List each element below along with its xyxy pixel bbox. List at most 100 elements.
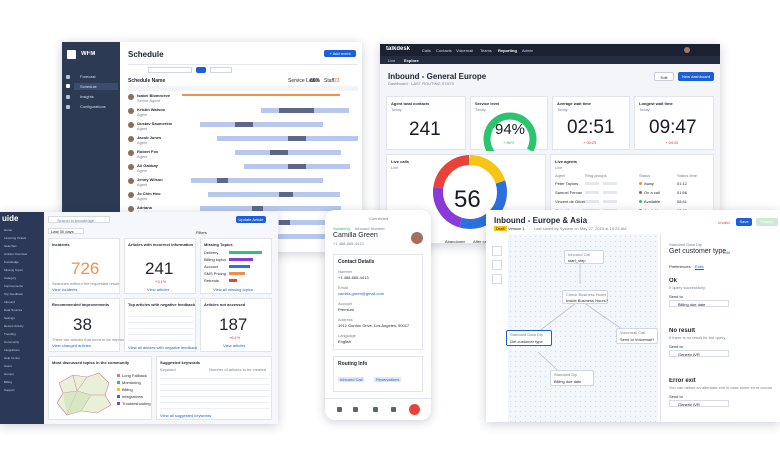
date-picker[interactable] [148,67,192,73]
agent-name: Jacob Jones [137,135,162,140]
guide-nav-item[interactable]: Category [4,276,17,280]
view-changed-articles-link[interactable]: View changed articles [52,343,91,348]
sub-nav: Live Explore [380,56,720,64]
guide-nav-item[interactable]: Recent Activity [4,324,24,328]
view-missing-topics-link[interactable]: View all missing topics [213,287,253,292]
guide-nav-item[interactable]: Searches [4,244,17,248]
topnav-reporting[interactable]: Reporting [498,48,517,53]
shift-bar[interactable] [217,178,228,183]
publish-button[interactable]: Publish [756,218,778,226]
edit-link[interactable]: Edit [723,250,730,255]
view-negative-feedback-link[interactable]: View all articles with negative feedback [128,345,198,350]
topnav-voicemail[interactable]: Voicemail [456,48,474,53]
shift-bar[interactable] [200,122,323,127]
keypad-icon[interactable] [353,407,358,412]
guide-nav-item[interactable]: Inbound [4,300,15,304]
tab-exits[interactable]: Exits [695,264,704,270]
guide-nav-item[interactable]: Top Feedback [4,292,23,296]
view-keywords-link[interactable]: View all suggested keywords [160,413,212,418]
guide-nav-item[interactable]: Improvements [4,284,24,288]
flow-node[interactable]: Voicemail Call Send to Voicemail? [616,328,658,344]
user-avatar[interactable] [684,47,690,53]
subnav-explore[interactable]: Explore [404,58,419,63]
shift-bar[interactable] [288,164,306,169]
shift-bar[interactable] [191,178,323,183]
guide-nav-item[interactable]: Integrations [4,348,20,352]
transfer-icon[interactable] [373,407,378,412]
shift-bar[interactable] [235,150,341,155]
zoom-out-icon[interactable] [492,274,502,284]
period-select[interactable]: Last 30 days [48,228,84,234]
guide-nav-item[interactable]: Help Center [4,356,21,360]
guide-nav-item[interactable]: Community [4,340,20,344]
shift-bar[interactable] [235,122,253,127]
agent-avatar [128,192,134,198]
shift-bar[interactable] [217,220,340,225]
subnav-live[interactable]: Live [388,58,396,63]
hangup-button[interactable] [409,404,420,415]
search-box[interactable]: Search in knowledge [48,216,110,223]
guide-nav-item[interactable]: Articles Overview [4,252,28,256]
nav-insights[interactable]: Insights [80,94,94,99]
shift-bar[interactable] [270,150,288,155]
shift-bar[interactable] [288,136,306,141]
search-input[interactable]: Search in knowledge [57,218,95,223]
view-not-accessed-link[interactable]: View articles [223,343,246,348]
version-select[interactable]: Version 1 [508,226,525,231]
filters-label[interactable]: Filters [196,230,207,235]
error-target-select[interactable]: Generic IVR [669,400,729,407]
shift-bar[interactable] [279,108,314,113]
page-title: Schedule [128,50,164,59]
zoom-in-icon[interactable] [492,246,502,256]
guide-nav-item[interactable]: Knowledge [4,260,19,264]
add-event-button[interactable]: + Add event [324,50,356,57]
view-articles-link[interactable]: View articles [147,287,170,292]
flow-node[interactable]: Check Business Hours Inside Business Hou… [562,290,608,304]
legend-swatch [117,374,120,377]
edit-button[interactable]: Edit [654,72,674,81]
guide-nav-item[interactable]: Groups [4,372,14,376]
view-select[interactable] [210,67,232,73]
guide-nav-item[interactable]: Support [4,388,15,392]
field-label: Language [338,333,356,338]
guide-nav-item[interactable]: Users [4,364,12,368]
shift-bar[interactable] [279,192,293,197]
topnav-calls[interactable]: Calls [422,48,431,53]
topnav-teams[interactable]: Teams [480,48,492,53]
hold-icon[interactable] [391,407,396,412]
guide-nav-item[interactable]: Settings [4,316,15,320]
guide-nav-item[interactable]: Home [4,228,13,232]
flow-node[interactable]: Inbound Call start_step [564,250,604,264]
guide-nav-item[interactable]: Missing Topics [4,268,24,272]
tab-preferences[interactable]: Preferences [669,264,691,269]
flow-node[interactable]: Standard Dip Billing due date [550,370,594,386]
topnav-contacts[interactable]: Contacts [436,48,452,53]
new-dashboard-button[interactable]: New dashboard [678,72,714,81]
shift-bar[interactable] [182,94,340,96]
field-value: Premium [338,307,355,312]
shift-bar[interactable] [217,136,358,141]
nav-forecast[interactable]: Forecast [80,74,96,79]
today-button[interactable] [196,67,206,73]
fit-view-icon[interactable] [492,260,502,270]
shift-bar[interactable] [200,206,341,211]
no-result-target-select[interactable]: Generic IVR [669,350,729,357]
field-label: Account [338,301,353,306]
ok-target-select[interactable]: Billing due date [669,300,729,307]
shift-bar[interactable] [208,192,340,197]
guide-nav-item[interactable]: Data Sources [4,308,23,312]
mute-icon[interactable] [337,407,342,412]
update-article-button[interactable]: Update Article [236,216,266,223]
shift-bar[interactable] [279,220,290,225]
flow-node-selected[interactable]: Standard Data Dip Get customer type [506,330,552,346]
guide-nav-item[interactable]: Incoming Tickets [4,236,27,240]
nav-configurations[interactable]: Configurations [80,104,106,109]
agent-avatar [128,136,134,142]
save-button[interactable]: Save [736,218,752,226]
guide-nav-item[interactable]: Billing [4,380,13,384]
shift-bar[interactable] [252,206,263,211]
view-incidents-link[interactable]: View incidents [52,287,78,292]
nav-schedule[interactable]: Schedule [74,83,118,90]
guide-nav-item[interactable]: Trending [4,332,16,336]
topnav-admin[interactable]: Admin [522,48,534,53]
